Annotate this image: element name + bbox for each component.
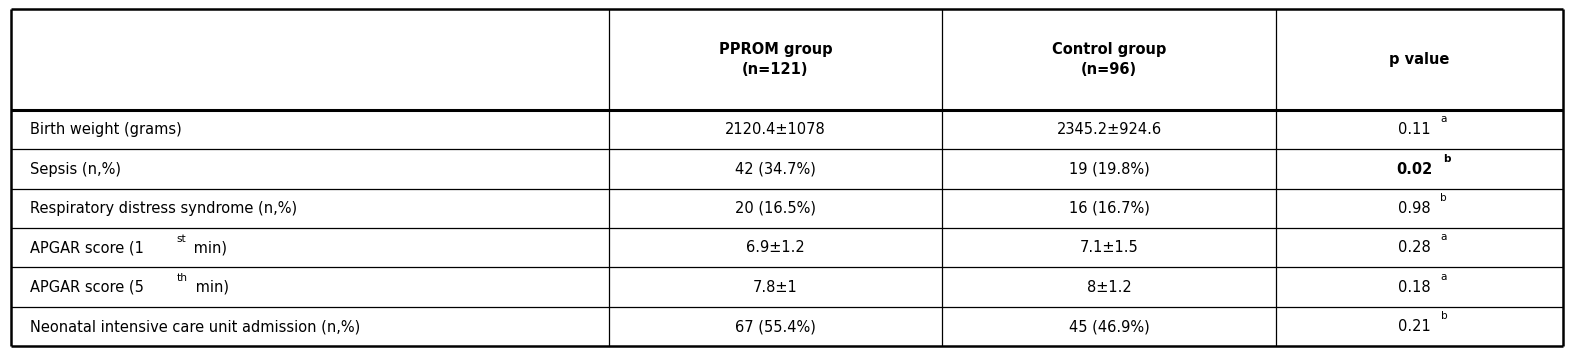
Text: 7.1±1.5: 7.1±1.5 <box>1080 240 1138 255</box>
Text: b: b <box>1440 311 1448 321</box>
Text: a: a <box>1440 272 1447 282</box>
Text: 0.18: 0.18 <box>1398 280 1431 295</box>
Text: Control group
(n=96): Control group (n=96) <box>1051 42 1166 77</box>
Text: Respiratory distress syndrome (n,%): Respiratory distress syndrome (n,%) <box>30 201 297 216</box>
Text: 0.02: 0.02 <box>1396 161 1432 176</box>
Text: 42 (34.7%): 42 (34.7%) <box>735 161 815 176</box>
Text: 0.28: 0.28 <box>1398 240 1431 255</box>
Text: Neonatal intensive care unit admission (n,%): Neonatal intensive care unit admission (… <box>30 319 360 334</box>
Text: 0.98: 0.98 <box>1398 201 1431 216</box>
Text: APGAR score (5: APGAR score (5 <box>30 280 143 295</box>
Text: th: th <box>176 274 187 284</box>
Text: 8±1.2: 8±1.2 <box>1086 280 1132 295</box>
Text: 16 (16.7%): 16 (16.7%) <box>1069 201 1149 216</box>
Text: min): min) <box>189 240 227 255</box>
Text: 7.8±1: 7.8±1 <box>752 280 798 295</box>
Text: min): min) <box>190 280 230 295</box>
Text: 2120.4±1078: 2120.4±1078 <box>726 122 826 137</box>
Text: 19 (19.8%): 19 (19.8%) <box>1069 161 1149 176</box>
Text: APGAR score (1: APGAR score (1 <box>30 240 143 255</box>
Text: p value: p value <box>1390 52 1450 67</box>
Text: st: st <box>176 234 187 244</box>
Text: a: a <box>1440 114 1447 124</box>
Text: 0.11: 0.11 <box>1398 122 1431 137</box>
Text: b: b <box>1443 153 1450 164</box>
Text: 45 (46.9%): 45 (46.9%) <box>1069 319 1149 334</box>
Text: th: th <box>176 274 187 284</box>
Text: a: a <box>1440 232 1447 242</box>
Text: PPROM group
(n=121): PPROM group (n=121) <box>719 42 833 77</box>
Text: Sepsis (n,%): Sepsis (n,%) <box>30 161 121 176</box>
Text: st: st <box>176 234 187 244</box>
Text: 0.21: 0.21 <box>1398 319 1431 334</box>
Text: b: b <box>1440 193 1447 203</box>
Text: 20 (16.5%): 20 (16.5%) <box>735 201 815 216</box>
Text: 67 (55.4%): 67 (55.4%) <box>735 319 815 334</box>
Text: Birth weight (grams): Birth weight (grams) <box>30 122 181 137</box>
Text: 2345.2±924.6: 2345.2±924.6 <box>1056 122 1162 137</box>
Text: 6.9±1.2: 6.9±1.2 <box>746 240 804 255</box>
